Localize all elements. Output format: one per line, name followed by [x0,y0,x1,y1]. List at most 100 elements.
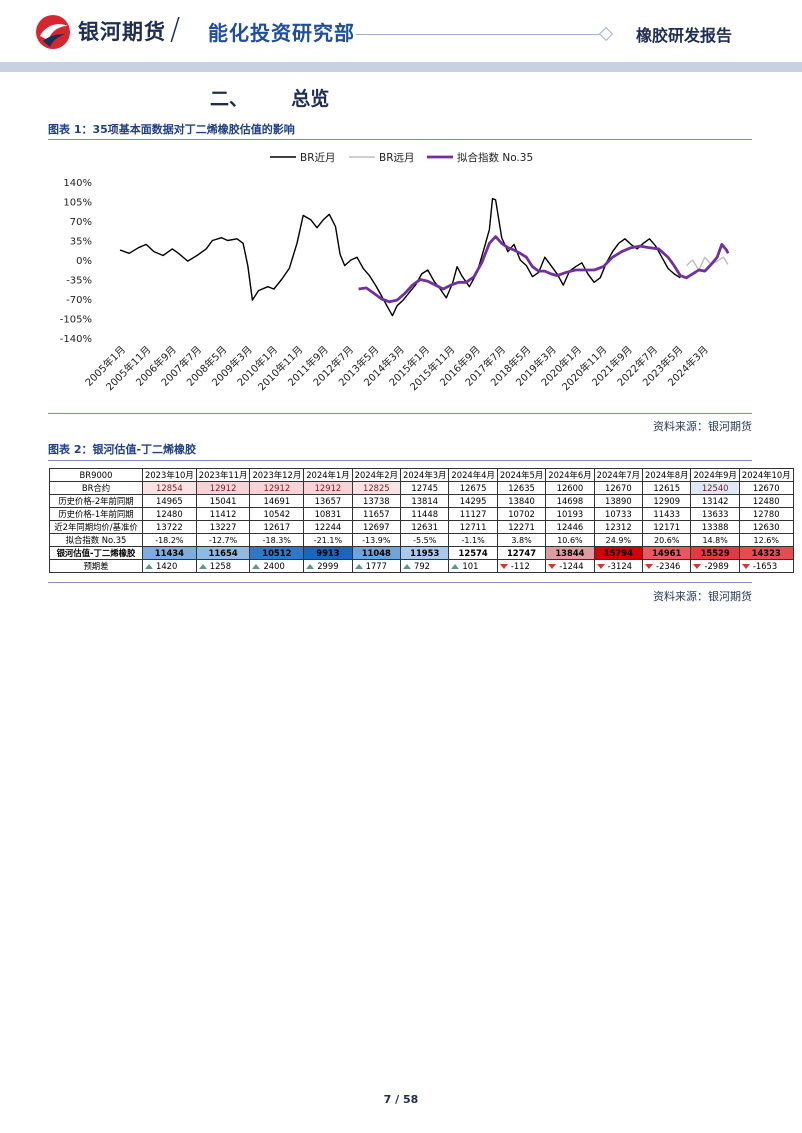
table-cell: 11412 [195,507,251,521]
figure1-source: 资料来源：银河期货 [653,420,752,433]
table-cell: 2999 [303,559,353,573]
triangle-up-icon [252,564,261,569]
table-cell: 12171 [642,520,692,534]
legend-label: 拟合指数 No.35 [457,151,533,164]
table-cell: -1.1% [448,533,498,547]
table-cell: 10193 [545,507,595,521]
table-cell: 13890 [593,494,644,508]
triangle-up-icon [145,564,153,569]
table-cell: 12635 [496,481,547,495]
table-cell: 12670 [738,481,794,495]
table-cell: 13227 [195,520,251,534]
section-heading: 总览 [291,88,330,110]
cell-value: 101 [462,561,479,571]
column-header: 2024年9月 [690,468,740,482]
table-cell: 11448 [400,507,450,521]
y-axis: 140% 105% 70% 35% 0% -35% -70% -105% -140% [60,178,92,345]
table-cell: 13657 [303,494,353,508]
cell-value: -2989 [704,561,729,571]
table-cell: 11953 [400,546,450,560]
table-cell: 10512 [249,546,305,560]
column-header: 2024年1月 [303,468,353,482]
triangle-down-icon [548,564,557,569]
series-line [358,235,730,304]
table-cell: 10733 [593,507,644,521]
table-cell: 10702 [496,507,547,521]
total-pages: 58 [403,1093,419,1106]
figure1-bottom-rule [48,413,752,414]
table-cell: 15529 [690,546,740,560]
table-cell: 13388 [690,520,740,534]
table-cell: 13844 [545,546,595,560]
cell-value: 1777 [365,561,387,571]
row-label: 预期差 [49,559,143,573]
header-divider: / [170,12,181,47]
table-row: 预期差 1420 1258 2400 2999 1777 792 101 -112 -1244 -3… [49,559,794,573]
section-number: 二、 [210,88,249,110]
table-cell: 11657 [351,507,402,521]
column-header: 2023年10月 [142,468,197,482]
figure1-top-rule [48,139,752,140]
figure1-title: 图表 1：35项基本面数据对丁二烯橡胶估值的影响 [48,123,295,136]
y-tick-label: 105% [63,198,92,209]
triangle-up-icon [451,564,460,569]
table-cell: 12600 [545,481,595,495]
table-cell: -18.2% [142,533,197,547]
triangle-up-icon [198,564,207,569]
cell-value: 792 [414,561,431,571]
table-cell: 11433 [642,507,692,521]
cell-value: -1244 [559,561,584,571]
table-cell: -2346 [642,559,692,573]
column-header: 2024年10月 [738,468,794,482]
table-cell: -112 [496,559,547,573]
table-cell: 11654 [195,546,251,560]
report-type: 橡胶研发报告 [635,26,732,45]
cell-value: 1420 [156,561,178,571]
table-cell: 10.6% [545,533,595,547]
table-header-row: BR9000 2023年10月 2023年11月 2023年12月 2024年1月 202… [49,468,794,482]
table-cell: 24.9% [593,533,644,547]
table-cell: 12912 [195,481,251,495]
table-cell: 3.8% [496,533,547,547]
table-cell: 12615 [642,481,692,495]
table-cell: 2400 [249,559,305,573]
table-cell: 14691 [249,494,305,508]
table-cell: 13142 [690,494,740,508]
table-cell: 20.6% [642,533,692,547]
y-tick-label: 70% [70,217,92,228]
table-cell: 12670 [593,481,644,495]
figure2-title: 图表 2：银河估值-丁二烯橡胶 [48,443,197,456]
page-separator: / [395,1093,400,1106]
table-cell: 14961 [642,546,692,560]
table-cell: 12480 [738,494,794,508]
chart-series [119,198,730,317]
table-cell: 12617 [249,520,305,534]
y-tick-label: 0% [76,256,92,267]
table-cell: 12825 [351,481,402,495]
table-corner: BR9000 [49,468,143,482]
table-cell: 14698 [545,494,595,508]
table-row: 近2年同期均价/基准价 13722 13227 12617 12244 12697 1263… [49,520,794,534]
column-header: 2024年3月 [400,468,450,482]
table-cell: 12912 [249,481,305,495]
table-cell: 9913 [303,546,353,560]
header-rule [356,34,602,35]
table-cell: 13722 [142,520,197,534]
cell-value: -2346 [656,561,681,571]
table-cell: -1653 [738,559,794,573]
table-cell: 12854 [142,481,197,495]
table-cell: 12446 [545,520,595,534]
column-header: 2024年7月 [593,468,644,482]
cell-value: 2999 [317,561,339,571]
y-tick-label: 140% [63,178,92,189]
table-cell: -12.7% [195,533,251,547]
table-cell: 11048 [351,546,402,560]
figure2-top-rule [48,460,752,461]
row-label: 历史价格-1年前同期 [49,507,143,521]
triangle-down-icon [499,564,508,569]
row-label: 历史价格-2年前同期 [49,494,143,508]
cell-value: 1258 [209,561,232,571]
y-tick-label: -35% [66,276,92,287]
triangle-down-icon [693,564,702,569]
table-cell: -5.5% [400,533,450,547]
